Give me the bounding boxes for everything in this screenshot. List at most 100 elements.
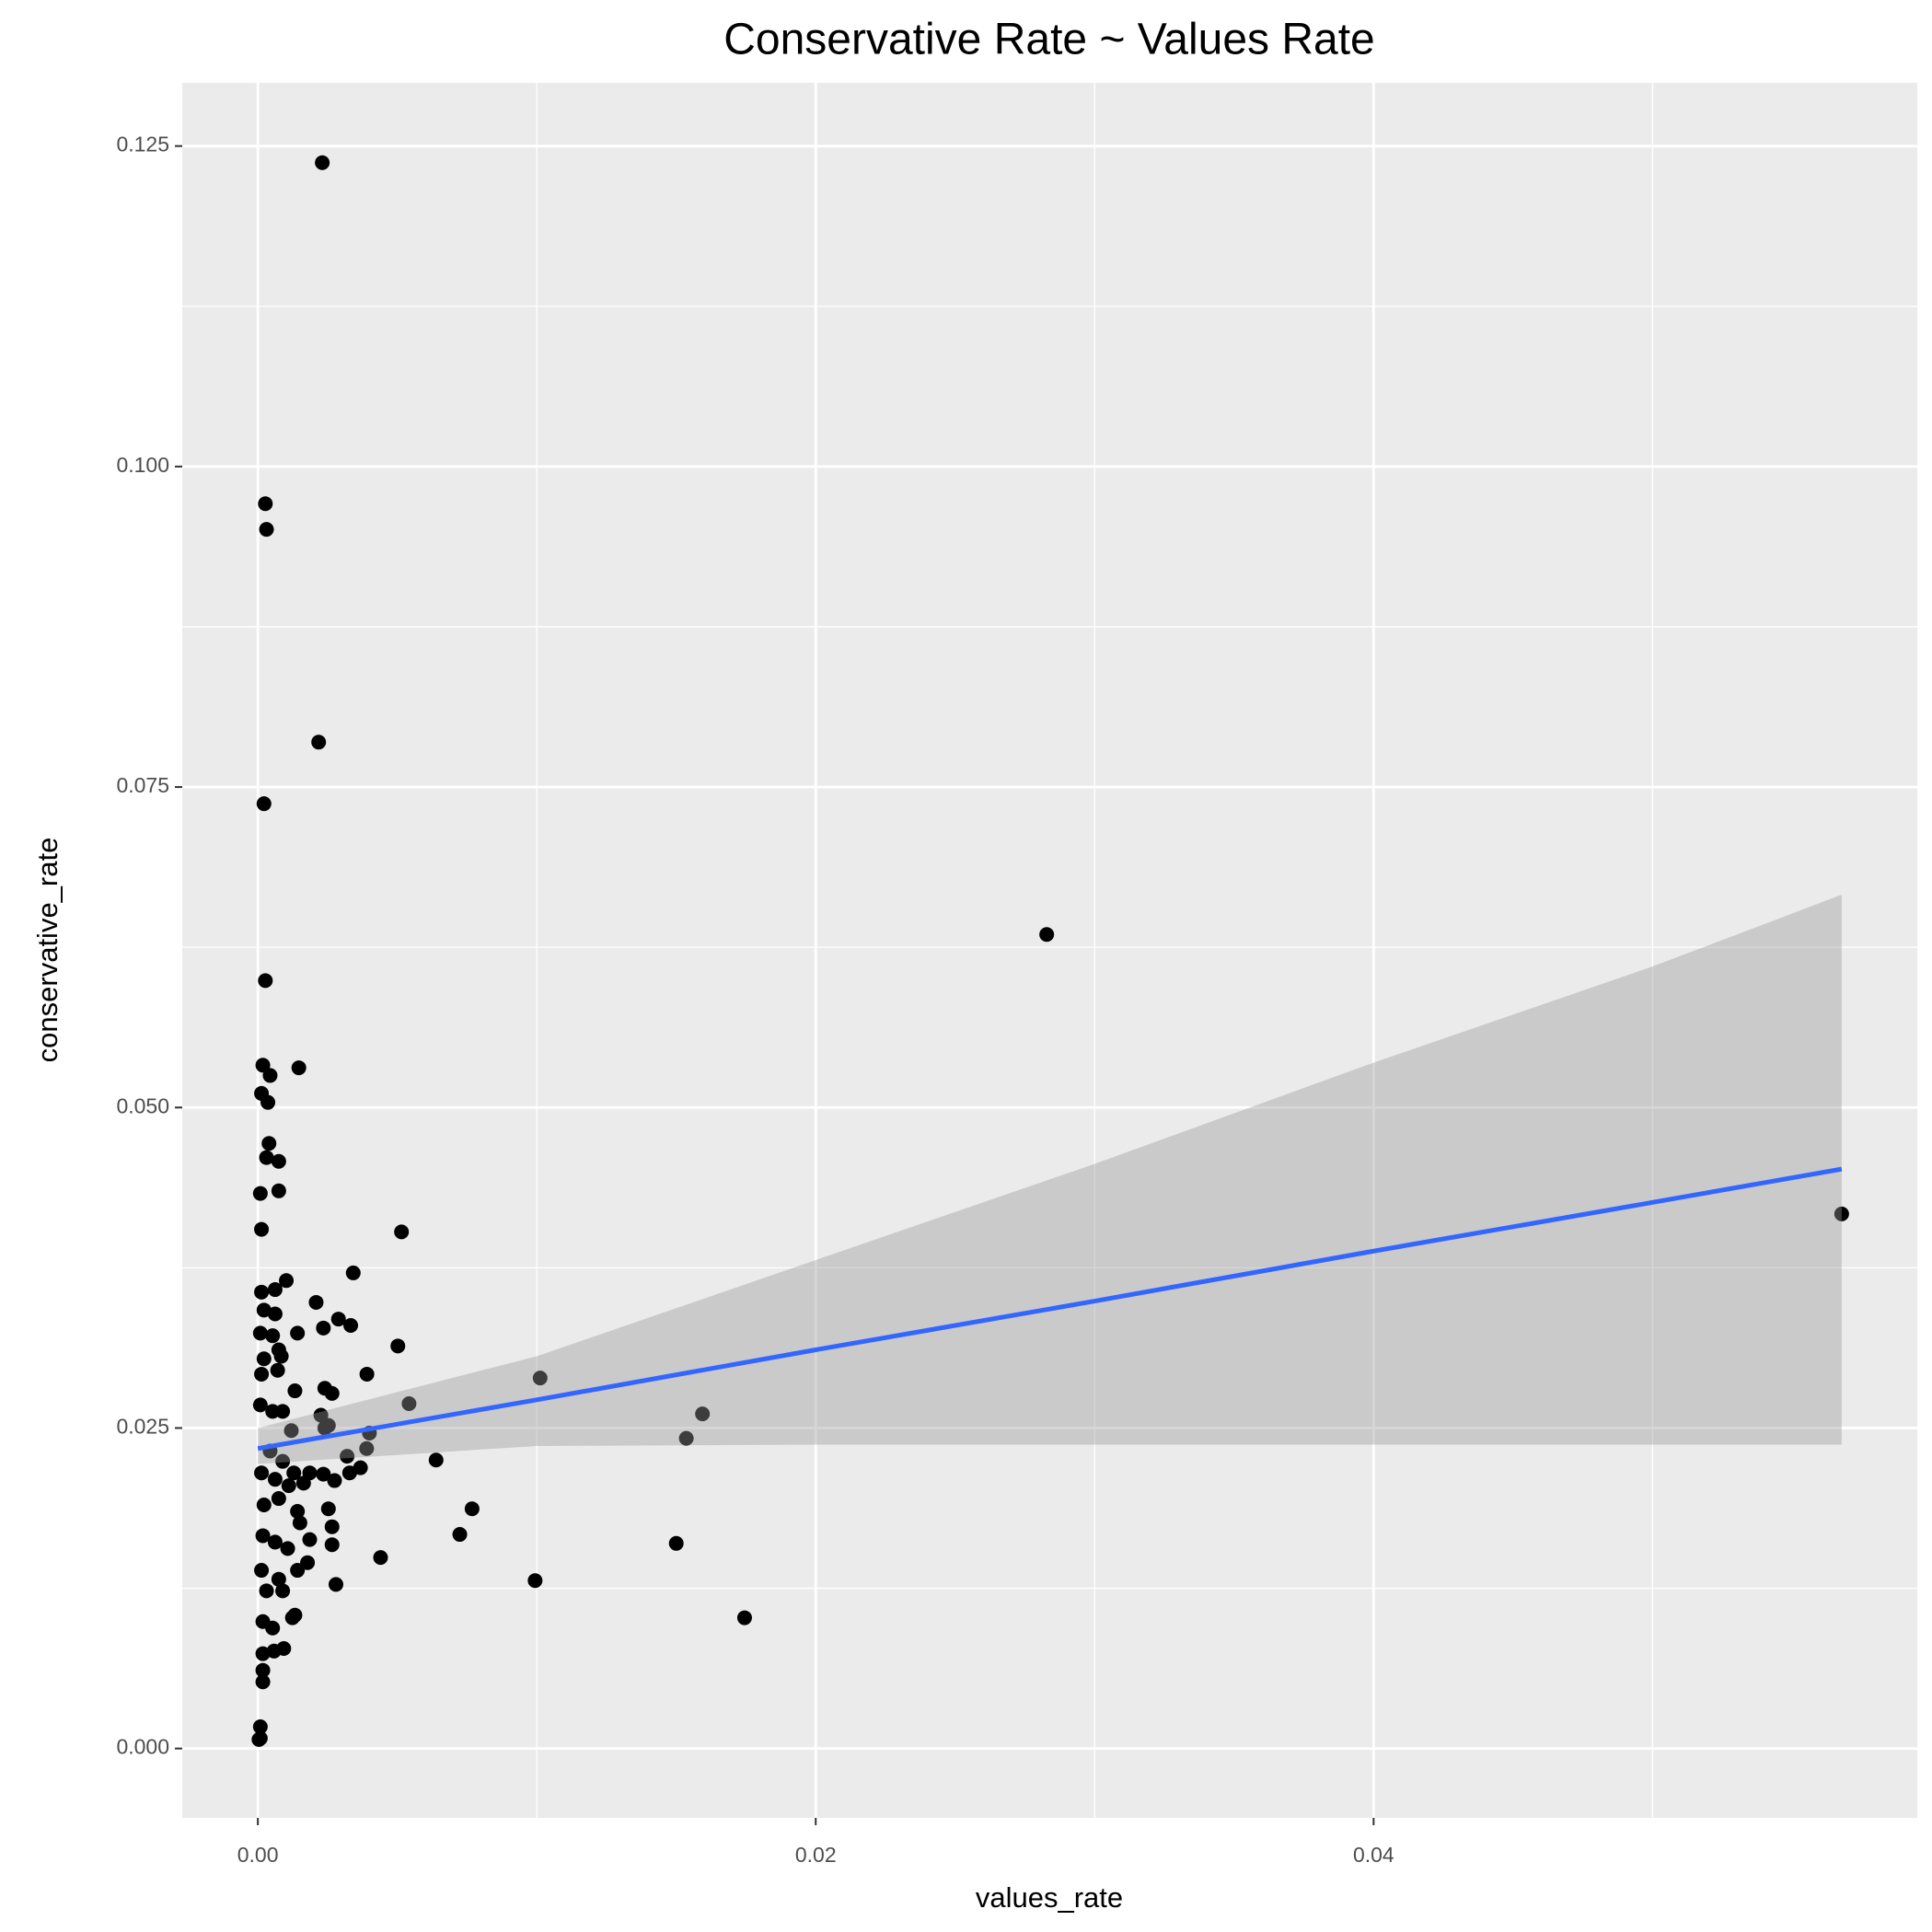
scatter-point xyxy=(255,1058,271,1073)
scatter-point xyxy=(324,1519,340,1534)
scatter-point xyxy=(258,973,273,989)
scatter-point xyxy=(252,1186,268,1201)
y-axis-title: conservative_rate xyxy=(31,838,64,1063)
scatter-point xyxy=(284,1610,300,1625)
scatter-point xyxy=(316,1320,331,1336)
scatter-point xyxy=(695,1406,711,1422)
scatter-point xyxy=(316,1466,331,1482)
scatter-point xyxy=(275,1404,291,1419)
scatter-point xyxy=(394,1224,410,1240)
scatter-point xyxy=(315,155,330,170)
scatter-point xyxy=(267,1282,283,1298)
scatter-point xyxy=(324,1537,340,1553)
scatter-point xyxy=(292,1515,307,1531)
scatter-point xyxy=(254,1465,270,1481)
scatter-point xyxy=(256,1302,272,1318)
scatter-point xyxy=(275,1583,291,1599)
scatter-point xyxy=(279,1273,295,1289)
y-tick-label: 0.000 xyxy=(116,1735,169,1759)
scatter-point xyxy=(308,1294,324,1310)
scatter-point xyxy=(255,1674,271,1690)
scatter-point xyxy=(287,1383,303,1399)
scatter-point xyxy=(295,1475,311,1491)
scatter-point xyxy=(527,1573,543,1589)
scatter-point xyxy=(291,1060,307,1076)
y-tick-label: 0.050 xyxy=(116,1093,169,1117)
confidence-band xyxy=(258,895,1842,1464)
scatter-point xyxy=(324,1385,340,1401)
scatter-point xyxy=(327,1473,342,1488)
scatter-point xyxy=(328,1577,343,1592)
scatter-point xyxy=(359,1440,375,1456)
y-tick-label: 0.125 xyxy=(116,133,169,156)
scatter-point xyxy=(273,1348,289,1364)
scatter-point xyxy=(254,1563,270,1579)
scatter-point xyxy=(290,1325,306,1341)
fit-line xyxy=(257,1166,1843,1452)
scatter-point xyxy=(532,1371,548,1386)
scatter-point xyxy=(261,1136,277,1151)
scatter-point xyxy=(300,1555,316,1570)
scatter-point xyxy=(254,1284,270,1300)
scatter-point xyxy=(428,1452,444,1468)
y-tick-label: 0.075 xyxy=(116,773,169,797)
scatter-point xyxy=(252,1397,268,1413)
scatter-point xyxy=(340,1449,355,1464)
scatter-point xyxy=(390,1338,406,1354)
scatter-point xyxy=(252,1325,268,1341)
scatter-point xyxy=(678,1430,694,1446)
scatter-point xyxy=(286,1465,302,1481)
scatter-point xyxy=(330,1312,346,1327)
scatter-point xyxy=(280,1541,295,1556)
scatter-point xyxy=(260,1094,276,1110)
scatter-point xyxy=(452,1527,468,1543)
y-tick-label: 0.100 xyxy=(116,453,169,477)
scatter-point xyxy=(290,1563,306,1579)
scatter-point xyxy=(256,1498,272,1513)
scatter-point xyxy=(313,1407,329,1423)
scatter-point xyxy=(255,1662,271,1678)
x-tick-label: 0.00 xyxy=(237,1843,279,1867)
scatter-point xyxy=(256,1351,272,1367)
scatter-point xyxy=(320,1417,336,1433)
scatter-point xyxy=(343,1318,359,1334)
scatter-point xyxy=(668,1535,684,1551)
scatter-point xyxy=(359,1366,375,1382)
scatter-point xyxy=(258,496,273,512)
panel-background xyxy=(182,83,1917,1818)
x-axis-title: values_rate xyxy=(976,1881,1123,1914)
scatter-point xyxy=(266,1643,282,1659)
x-tick-label: 0.02 xyxy=(795,1843,837,1867)
scatter-point xyxy=(254,1221,270,1237)
x-tick-label: 0.04 xyxy=(1353,1843,1394,1867)
scatter-point xyxy=(271,1183,286,1198)
scatter-point xyxy=(271,1571,286,1587)
scatter-point xyxy=(281,1478,296,1494)
scatter-point xyxy=(267,1534,283,1550)
scatter-point xyxy=(283,1423,299,1439)
scatter-point xyxy=(275,1453,291,1469)
scatter-point xyxy=(270,1362,285,1378)
scatter-point xyxy=(341,1465,357,1481)
scatter-point xyxy=(736,1610,752,1625)
scatter-point xyxy=(267,1472,283,1487)
scatter-point xyxy=(271,1153,286,1169)
scatter-point xyxy=(259,1150,274,1165)
scatter-point xyxy=(302,1532,318,1547)
scatter-point xyxy=(252,1730,268,1746)
scatter-point xyxy=(265,1620,281,1636)
chart-title: Conservative Rate ~ Values Rate xyxy=(723,16,1374,64)
scatter-point xyxy=(252,1718,268,1734)
scatter-point xyxy=(255,1646,271,1661)
scatter-point xyxy=(345,1265,361,1280)
scatter-point xyxy=(311,735,327,750)
scatter-point xyxy=(464,1501,480,1517)
scatter-point xyxy=(320,1501,336,1517)
scatter-point xyxy=(265,1328,281,1344)
scatter-point xyxy=(255,1528,271,1544)
scatter-point xyxy=(259,1583,274,1599)
scatter-point xyxy=(401,1395,417,1411)
y-tick-label: 0.025 xyxy=(116,1415,169,1439)
scatter-point xyxy=(267,1306,283,1322)
